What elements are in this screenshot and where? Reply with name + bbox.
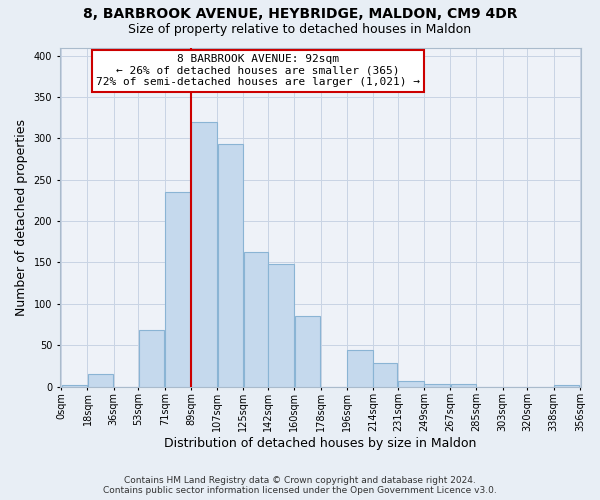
Bar [165,192,191,386]
Bar [218,144,243,386]
Bar [347,350,373,387]
Bar [398,380,424,386]
Bar [139,330,164,386]
Bar [373,364,397,386]
Bar [244,252,268,386]
Bar [62,385,87,386]
Bar [554,385,580,386]
Text: Size of property relative to detached houses in Maldon: Size of property relative to detached ho… [128,22,472,36]
Bar [295,316,320,386]
Text: 8 BARBROOK AVENUE: 92sqm
← 26% of detached houses are smaller (365)
72% of semi-: 8 BARBROOK AVENUE: 92sqm ← 26% of detach… [96,54,420,88]
Text: Contains HM Land Registry data © Crown copyright and database right 2024.
Contai: Contains HM Land Registry data © Crown c… [103,476,497,495]
Bar [424,384,450,386]
Y-axis label: Number of detached properties: Number of detached properties [15,118,28,316]
Text: 8, BARBROOK AVENUE, HEYBRIDGE, MALDON, CM9 4DR: 8, BARBROOK AVENUE, HEYBRIDGE, MALDON, C… [83,8,517,22]
Bar [268,264,294,386]
Bar [191,122,217,386]
Bar [451,384,476,386]
Bar [88,374,113,386]
X-axis label: Distribution of detached houses by size in Maldon: Distribution of detached houses by size … [164,437,477,450]
